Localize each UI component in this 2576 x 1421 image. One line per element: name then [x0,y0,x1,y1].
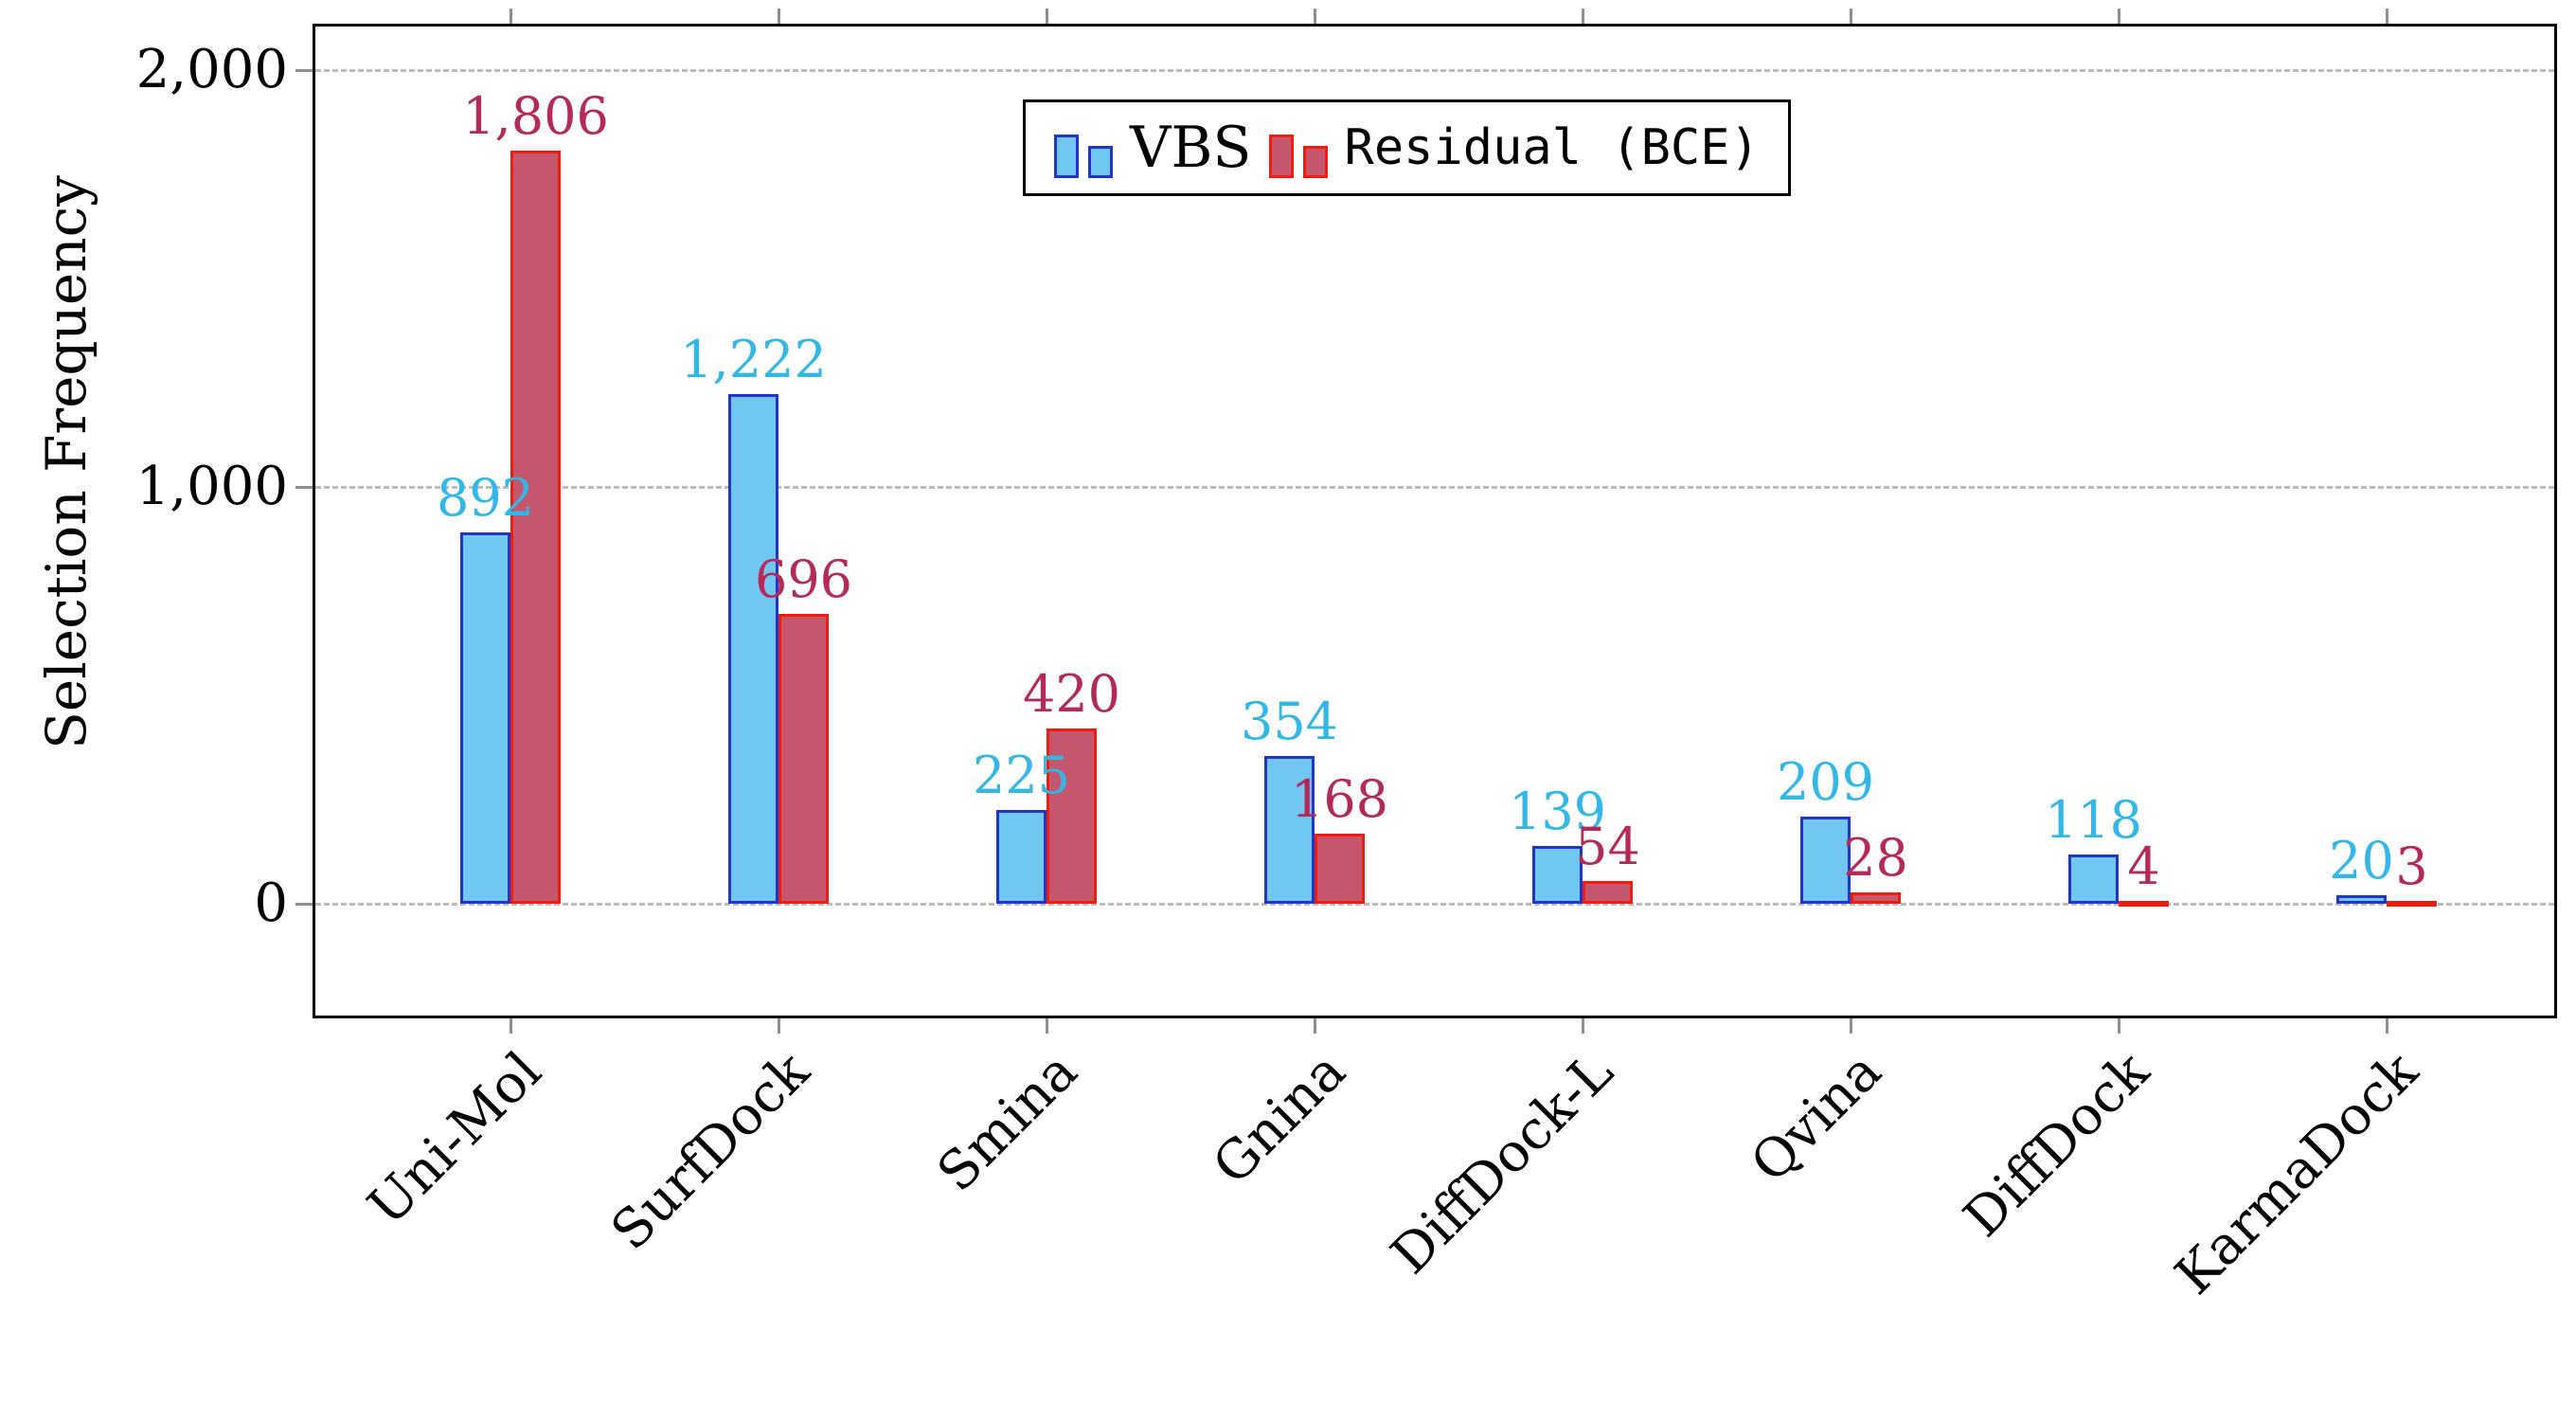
bar-value-vbs-karmadock: 20 [2329,831,2394,891]
x-tick-mark-bottom-smina [1046,1018,1048,1034]
category-label-qvina: Qvina [1739,1040,1894,1195]
bar-vbs-karmadock [2336,895,2387,904]
x-tick-mark-bottom-uni-mol [510,1018,512,1034]
bar-residual-bce-diffdock-l [1583,881,1633,904]
category-label-diffdock: DiffDock [1952,1040,2162,1250]
category-label-uni-mol: Uni-Mol [356,1040,554,1238]
x-tick-mark-bottom-diffdock [2118,1018,2120,1034]
legend-item-vbs: VBS [1054,117,1252,178]
bar-residual-bce-gnina [1315,834,1365,904]
bar-value-residual-bce-qvina: 28 [1843,827,1908,888]
bar-vbs-qvina [1800,817,1851,904]
bar-vbs-gnina [1264,756,1315,904]
gridline-y-1000 [315,486,2554,489]
legend-label-vbs: VBS [1130,115,1252,181]
bar-value-vbs-uni-mol: 892 [436,467,535,528]
bar-value-residual-bce-smina: 420 [1022,664,1121,725]
bar-value-residual-bce-diffdock: 4 [2127,836,2160,896]
x-tick-mark-bottom-gnina [1314,1018,1316,1034]
legend-swatch-vbs-2 [1088,146,1113,178]
y-tick-label-1000: 1,000 [135,456,288,517]
gridline-y-0 [315,903,2554,906]
x-tick-mark-bottom-diffdock-l [1582,1018,1584,1034]
category-label-surfdock: SurfDock [599,1040,822,1263]
legend-label-residual: Residual (BCE) [1344,119,1760,176]
x-tick-mark-top-diffdock-l [1582,9,1584,24]
bar-value-vbs-gnina: 354 [1240,692,1339,752]
bar-value-vbs-qvina: 209 [1776,752,1875,813]
category-label-karmadock: KarmaDock [2163,1040,2430,1307]
y-tick-label-2000: 2,000 [135,39,288,100]
bar-residual-bce-qvina [1851,891,1901,904]
y-tick-mark-0 [295,903,313,906]
bar-vbs-diffdock [2068,854,2119,904]
x-tick-mark-top-karmadock [2386,9,2388,24]
y-tick-mark-1000 [295,486,313,489]
x-tick-mark-top-diffdock [2118,9,2120,24]
bar-value-residual-bce-gnina: 168 [1290,769,1389,830]
plot-area [313,24,2557,1018]
y-tick-mark-2000 [295,69,313,72]
legend-swatch-vbs-1 [1054,135,1079,178]
bar-residual-bce-smina [1046,728,1097,904]
bar-value-residual-bce-surfdock: 696 [754,549,853,609]
x-tick-mark-top-uni-mol [510,9,512,24]
bar-value-vbs-smina: 225 [972,746,1071,805]
y-tick-label-0: 0 [254,872,288,934]
category-label-smina: Smina [925,1040,1090,1204]
bar-value-vbs-surfdock: 1,222 [680,330,827,390]
x-tick-mark-top-surfdock [778,9,780,24]
bar-value-residual-bce-uni-mol: 1,806 [462,86,609,147]
bar-vbs-surfdock [728,394,778,904]
x-tick-mark-top-gnina [1314,9,1316,24]
category-label-diffdock-l: DiffDock-L [1380,1040,1626,1286]
y-axis-label: Selection Frequency [34,175,98,749]
bar-vbs-diffdock-l [1532,845,1583,904]
bar-value-residual-bce-diffdock-l: 54 [1575,817,1640,877]
legend-swatch-residual-1 [1268,135,1294,178]
gridline-y-2000 [315,69,2554,72]
bar-vbs-smina [996,810,1046,904]
x-tick-mark-bottom-surfdock [778,1018,780,1034]
bar-value-vbs-diffdock-l: 139 [1508,781,1607,841]
x-tick-mark-top-qvina [1850,9,1852,24]
bar-vbs-uni-mol [460,531,510,904]
x-tick-mark-bottom-qvina [1850,1018,1852,1034]
bar-value-residual-bce-karmadock: 3 [2395,836,2428,896]
bar-residual-bce-surfdock [778,613,829,904]
category-label-gnina: Gnina [1201,1040,1358,1197]
x-tick-mark-top-smina [1046,9,1048,24]
bar-residual-bce-uni-mol [510,151,561,904]
x-tick-mark-bottom-karmadock [2386,1018,2388,1034]
bar-residual-bce-diffdock [2119,901,2169,907]
bar-residual-bce-karmadock [2387,901,2437,907]
legend-item-residual: Residual (BCE) [1268,117,1760,178]
legend: VBS Residual (BCE) [1023,99,1791,196]
bar-value-vbs-diffdock: 118 [2044,790,2143,851]
legend-swatch-residual-2 [1302,146,1328,178]
